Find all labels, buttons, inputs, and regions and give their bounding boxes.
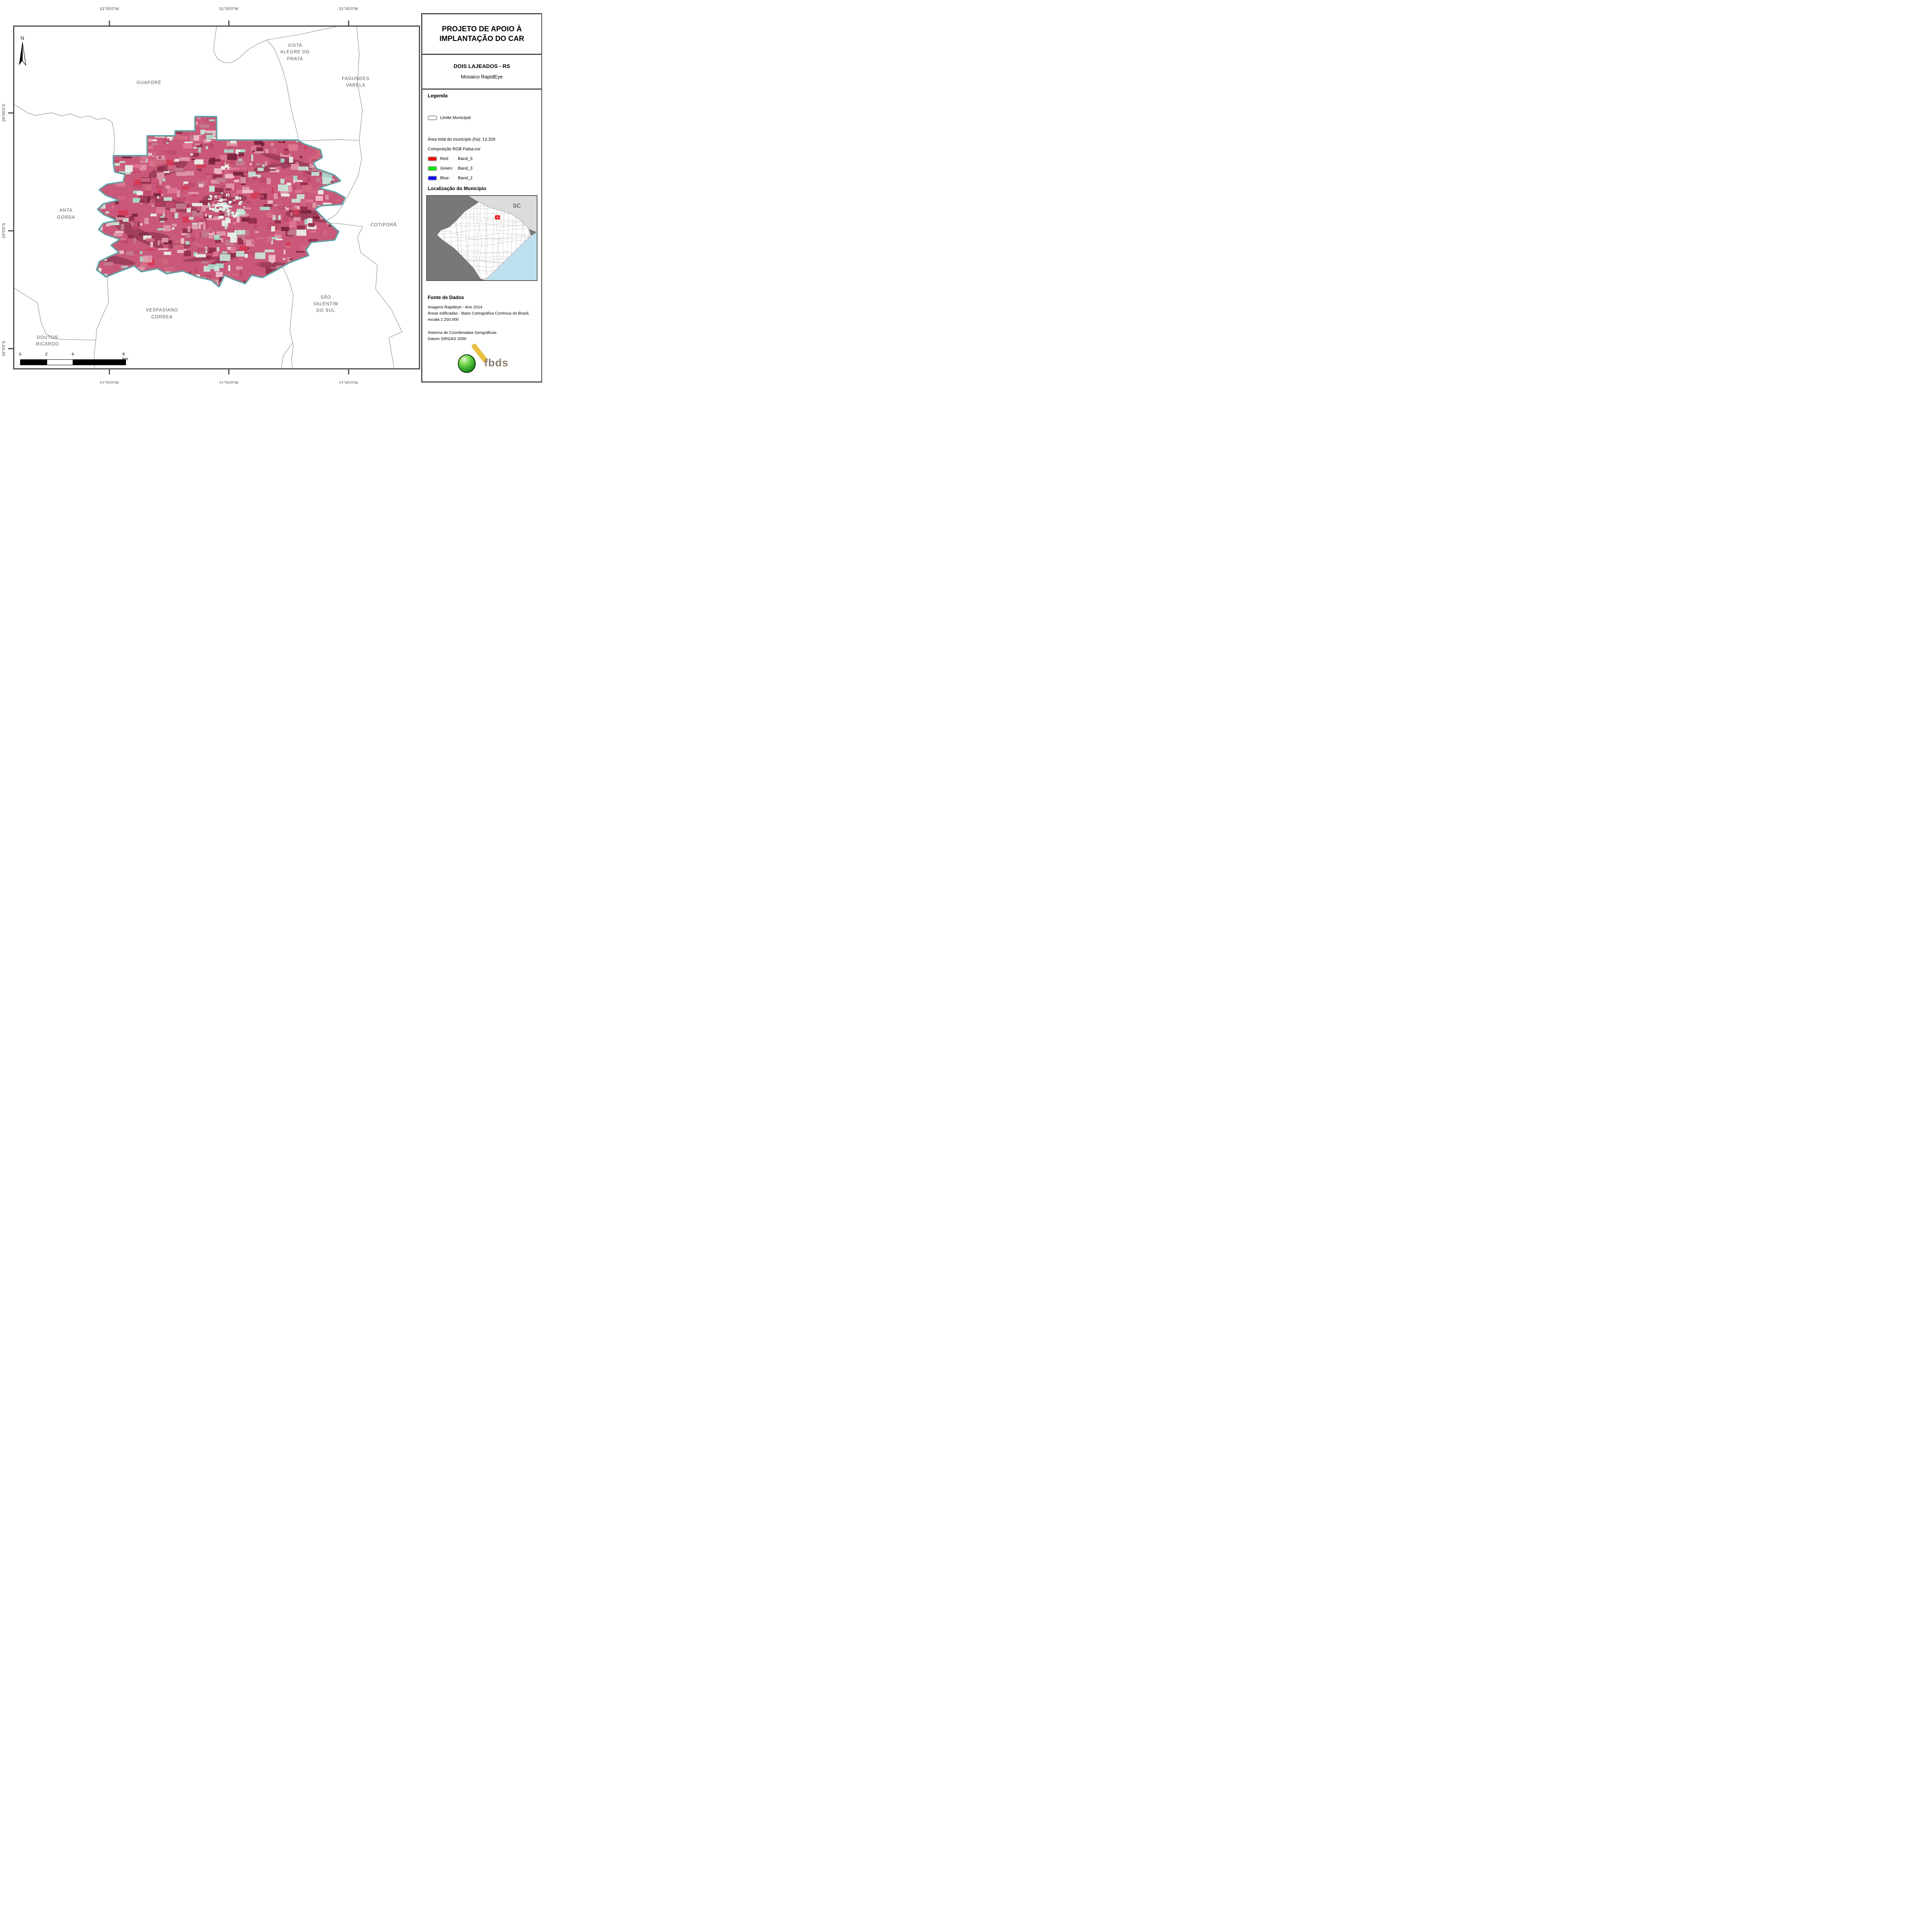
map-sheet: N GUAPORÉ VISTA ALEGRE DO PRATA FAGUNDES VA… <box>0 0 542 384</box>
map-canvas: N GUAPORÉ VISTA ALEGRE DO PRATA FAGUNDES VA… <box>2 7 420 384</box>
tick-bottom-1 <box>109 369 110 374</box>
scale-bar: 0 2 4 8 km <box>19 352 128 367</box>
band-red-row: Red: Band_5 <box>428 157 473 161</box>
coord-bottom-2: 51°50'0"W <box>219 381 238 384</box>
north-arrow: N <box>17 35 28 69</box>
red-band-swatch <box>428 157 437 161</box>
tick-bottom-3 <box>348 369 349 374</box>
blue-band-label: Blue: <box>440 176 450 180</box>
tick-top-1 <box>109 20 110 26</box>
limite-municipal-outline <box>96 116 345 287</box>
scale-bar-graphic <box>20 359 126 365</box>
tick-top-3 <box>348 20 349 26</box>
municipality-box: DOIS LAJEADOS - RS Mosaico RapidEye <box>422 56 541 90</box>
red-band-value: Band_5 <box>458 157 473 161</box>
coord-bottom-3: 51°45'0"W <box>339 381 358 384</box>
label-fagundes-varela: FAGUNDES VARELA <box>342 76 370 88</box>
coord-bottom-1: 51°55'0"W <box>100 381 119 384</box>
page-title: PROJETO DE APOIO À IMPLANTAÇÃO DO CAR <box>422 14 541 55</box>
label-sao-valentim-do-sul: SÃO VALENTIM DO SUL <box>313 295 338 313</box>
fonte-paragraph-2: Sistema de Coordenadas Geográficas Datum… <box>428 330 497 341</box>
band-blue-row: Blue: Band_2 <box>428 176 473 180</box>
mosaic-subtitle: Mosaico RapidEye <box>461 74 503 80</box>
localizacao-heading: Localização do Município <box>428 186 486 191</box>
scale-label-4: 4 <box>71 352 74 357</box>
green-band-value: Band_3 <box>458 166 473 171</box>
neighbor-boundaries <box>14 27 403 368</box>
legend-limite-row: Limite Municipal <box>428 116 471 120</box>
green-band-label: Green: <box>440 166 453 171</box>
label-doutor-ricardo: DOUTOR RICARDO <box>36 335 59 347</box>
area-total: Área total do município (ha): 13.329 <box>428 137 495 142</box>
legend-heading: Legenda <box>428 93 448 99</box>
label-vespasiano-correa: VESPASIANO CORREA <box>146 308 178 320</box>
layout-panel: PROJETO DE APOIO À IMPLANTAÇÃO DO CAR DO… <box>421 13 542 383</box>
tick-left-1 <box>8 112 13 114</box>
composicao-rgb: Composição RGB Falsa-cor <box>428 147 481 151</box>
locator-map: SC <box>426 195 537 281</box>
fbds-logo-sphere-icon <box>458 354 476 373</box>
municipality-name: DOIS LAJEADOS - RS <box>453 63 510 69</box>
map-geography <box>14 27 403 368</box>
north-arrow-icon <box>19 42 26 66</box>
north-label: N <box>20 35 24 41</box>
coord-top-3: 51°45'0"W <box>339 7 358 11</box>
band-green-row: Green: Band_3 <box>428 166 473 171</box>
limite-municipal-swatch <box>428 116 437 120</box>
tick-left-2 <box>8 230 13 231</box>
coord-top-1: 51°55'0"W <box>100 7 119 11</box>
blue-band-value: Band_2 <box>458 176 473 180</box>
label-guapore: GUAPORÉ <box>136 80 162 85</box>
label-vista-alegre-do-prata: VISTA ALEGRE DO PRATA <box>280 43 310 61</box>
scale-label-0: 0 <box>19 352 22 357</box>
tick-bottom-2 <box>228 369 230 374</box>
label-anta-gorda: ANTA GORDA <box>57 208 75 220</box>
green-band-swatch <box>428 166 437 171</box>
red-band-label: Red: <box>440 157 449 161</box>
fbds-logo-text: fbds <box>484 357 509 369</box>
fonte-paragraph-1: Imagens Rapideye - Ano 2014 Áreas edific… <box>428 305 530 322</box>
tick-top-2 <box>228 20 230 26</box>
blue-band-swatch <box>428 176 437 180</box>
label-cotipora: COTIPORÃ <box>370 223 397 228</box>
scale-label-2: 2 <box>45 352 48 357</box>
limite-municipal-label: Limite Municipal <box>440 116 471 120</box>
fonte-heading: Fonte de Dados <box>428 295 464 300</box>
locator-map-graphic: SC <box>427 196 537 281</box>
coord-top-2: 51°50'0"W <box>219 7 238 11</box>
tick-left-3 <box>8 348 13 349</box>
fbds-logo: fbds <box>422 343 541 378</box>
sc-state-label: SC <box>513 202 521 209</box>
